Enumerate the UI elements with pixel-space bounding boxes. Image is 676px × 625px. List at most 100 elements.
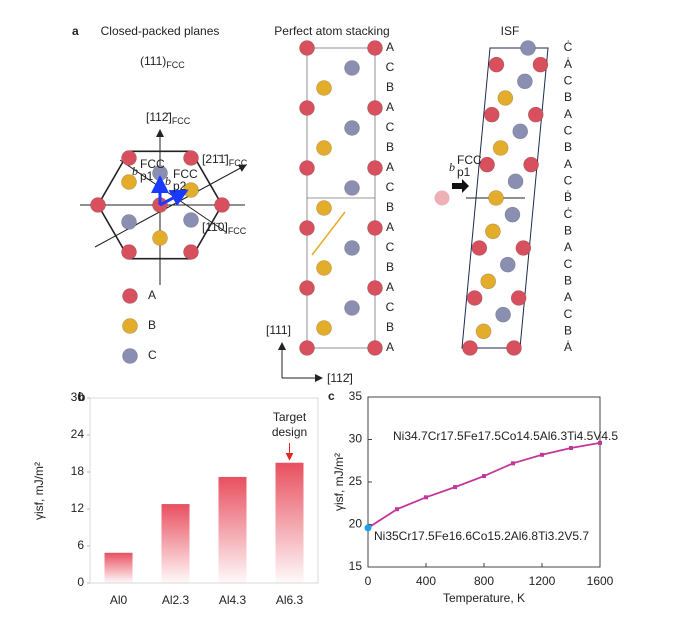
stack-letter: C: [564, 174, 573, 188]
panel-title: Closed-packed planes: [101, 24, 220, 38]
ghost-atom: [434, 190, 450, 206]
atom: [121, 150, 137, 166]
y-tick-label: 6: [77, 538, 84, 552]
legend-label: C: [148, 348, 157, 362]
atom: [152, 230, 168, 246]
atom: [466, 290, 483, 306]
stack-letter: Ȧ: [564, 340, 572, 354]
axis-label: [112̄]: [327, 371, 353, 385]
atom: [316, 140, 332, 156]
panel-label: a: [72, 24, 79, 38]
atom: [316, 320, 332, 336]
main-text: (111): [140, 54, 166, 68]
stack-letter: Ċ: [564, 207, 573, 221]
direction-label: [21̄1̄]FCC: [202, 152, 248, 168]
x-tick-label: 0: [365, 574, 372, 588]
atom: [121, 214, 137, 230]
atom: [299, 280, 315, 296]
stack-letter: B: [564, 140, 572, 154]
atom: [214, 197, 230, 213]
y-tick-label: 15: [349, 559, 363, 573]
atom: [316, 80, 332, 96]
y-tick-label: 35: [349, 389, 363, 403]
atom: [299, 100, 315, 116]
subscript: FCC: [166, 60, 185, 70]
atom: [122, 288, 138, 304]
stack-letter: B: [564, 90, 572, 104]
atom: [471, 240, 488, 256]
atom: [492, 140, 509, 156]
main-text: [21̄1̄]: [202, 152, 229, 166]
atom: [488, 190, 504, 206]
bar: [104, 552, 133, 583]
atom: [299, 340, 315, 356]
atom: [523, 156, 539, 173]
burgers-sub: p1: [140, 169, 154, 183]
stack-letter: B: [386, 200, 394, 214]
atom: [475, 323, 492, 340]
burgers-symbol: b: [132, 164, 138, 178]
x-tick-label: Al6.3: [276, 593, 304, 607]
atom: [183, 212, 199, 228]
panel-title: ISF: [501, 24, 520, 38]
stack-letter: C: [386, 240, 395, 254]
main-text: [11̄0]: [202, 220, 228, 234]
atom: [488, 56, 505, 73]
atom: [515, 240, 532, 256]
stack-letter: B: [386, 80, 394, 94]
atom: [483, 106, 500, 123]
stack-letter: A: [386, 160, 394, 174]
stack-letter: A: [564, 157, 572, 171]
stack-letter: A: [386, 220, 394, 234]
y-tick-label: 25: [349, 474, 363, 488]
series-annotation: Ni34.7Cr17.5Fe17.5Co14.5Al6.3Ti4.5V4.5: [393, 429, 618, 443]
atom: [316, 200, 332, 216]
stack-letter: C: [564, 124, 573, 138]
point-marker: [511, 461, 515, 466]
y-tick-label: 24: [71, 427, 85, 441]
annotation: design: [272, 425, 307, 439]
point-marker: [364, 524, 372, 532]
atom: [367, 160, 383, 176]
stack-letter: C: [386, 180, 395, 194]
burgers-sup: FCC: [173, 167, 198, 181]
legend-label: A: [148, 288, 156, 302]
legend-label: B: [148, 318, 156, 332]
atom: [517, 73, 533, 90]
atom: [299, 220, 315, 236]
x-axis-label: Temperature, K: [443, 591, 525, 605]
shift-arrow: [452, 179, 469, 193]
atom: [507, 173, 524, 190]
y-axis-label: γisf, mJ/m²: [32, 462, 46, 520]
atom: [367, 220, 383, 236]
x-tick-label: 400: [416, 574, 436, 588]
stack-letter: C: [386, 300, 395, 314]
main-text: [112̄]: [146, 110, 172, 124]
atom: [122, 318, 138, 334]
atom: [299, 160, 315, 176]
series-line: [367, 442, 601, 529]
stack-letter: B: [386, 320, 394, 334]
y-tick-label: 12: [71, 501, 85, 515]
atom: [480, 273, 497, 290]
annotation: Target: [273, 410, 307, 424]
atom: [367, 340, 383, 356]
stack-letter: Ḃ: [564, 190, 572, 204]
direction-label: [11̄0]FCC: [202, 220, 247, 236]
stack-letter: B: [564, 224, 572, 238]
stack-letter: C: [564, 257, 573, 271]
burgers-arrow: [159, 189, 189, 207]
atom: [527, 106, 544, 123]
atom: [520, 40, 536, 56]
stack-letter: A: [386, 280, 394, 294]
stack-letter: B: [564, 324, 572, 338]
atom: [90, 197, 106, 213]
y-tick-label: 18: [71, 464, 85, 478]
x-tick-label: 800: [474, 574, 494, 588]
atom: [183, 150, 199, 166]
stack-letter: Ȧ: [564, 57, 572, 71]
point-marker: [482, 474, 486, 479]
atom: [367, 40, 383, 56]
atom: [344, 60, 360, 76]
